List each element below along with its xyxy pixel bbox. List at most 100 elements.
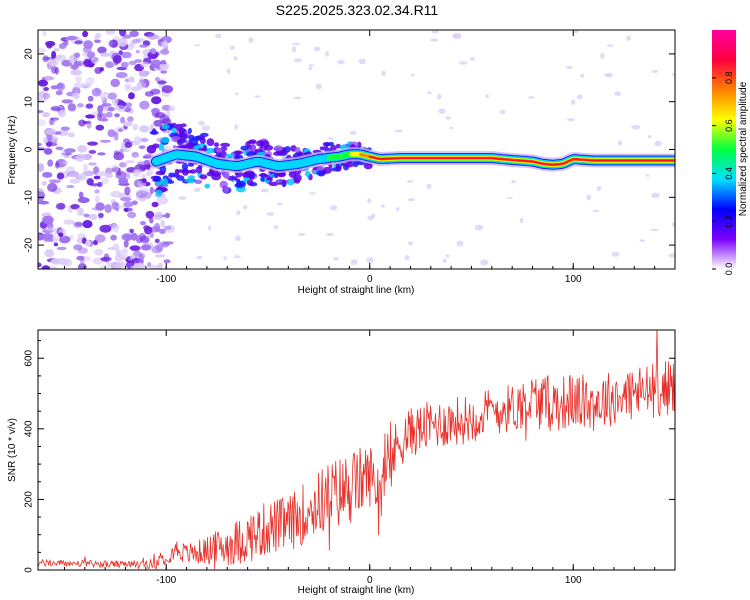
signal-blob <box>194 179 203 184</box>
faint-blob <box>407 198 415 202</box>
colorbar-tick-label: 0.4 <box>724 167 734 180</box>
noise-blob <box>86 120 92 129</box>
noise-blob <box>123 239 129 248</box>
signal-blob <box>325 142 331 147</box>
signal-blob <box>246 179 254 186</box>
signal-blob <box>220 142 231 148</box>
noise-blob <box>140 244 152 251</box>
colorbar-tick-label: 0.8 <box>724 72 734 85</box>
noise-blob <box>139 125 150 133</box>
noise-blob <box>77 173 87 181</box>
faint-blob <box>626 35 631 41</box>
signal-blob <box>175 123 183 131</box>
faint-blob <box>668 253 675 258</box>
noise-blob <box>116 205 127 209</box>
noise-blob <box>160 49 170 55</box>
noise-blob <box>155 243 164 252</box>
faint-blob <box>611 251 620 257</box>
y-tick-label: -10 <box>24 190 35 205</box>
faint-blob <box>599 53 605 59</box>
noise-blob <box>53 47 60 52</box>
signal-blob <box>179 129 185 137</box>
faint-blob <box>380 204 385 208</box>
faint-blob <box>606 44 614 47</box>
signal-blob <box>234 178 241 182</box>
noise-blob <box>124 82 132 92</box>
noise-blob <box>97 105 104 114</box>
signal-blob <box>189 169 197 174</box>
spectrogram-blobs <box>38 30 675 269</box>
noise-blob <box>82 220 93 229</box>
faint-blob <box>431 30 439 34</box>
faint-blob <box>639 239 646 243</box>
faint-blob <box>277 202 283 206</box>
noise-blob <box>151 96 162 105</box>
signal-blob <box>321 169 327 175</box>
noise-blob <box>81 153 93 160</box>
noise-blob <box>155 112 166 119</box>
noise-blob <box>42 171 53 178</box>
faint-blob <box>308 64 315 67</box>
faint-blob <box>631 124 641 130</box>
signal-blob <box>199 174 208 180</box>
noise-blob <box>132 38 141 44</box>
noise-blob <box>99 264 106 269</box>
noise-blob <box>97 152 106 156</box>
faint-blob <box>474 224 484 231</box>
noise-blob <box>111 201 119 211</box>
noise-blob <box>58 43 67 50</box>
faint-blob <box>235 92 239 96</box>
snr-plot-area <box>38 330 675 570</box>
noise-blob <box>104 204 112 213</box>
faint-blob <box>654 140 662 147</box>
spectrogram-xlabel: Height of straight line (km) <box>298 285 415 296</box>
noise-blob <box>49 179 62 184</box>
spectrogram-ylabel: Frequency (Hz) <box>7 116 18 185</box>
faint-blob <box>325 50 329 57</box>
noise-blob <box>67 132 75 138</box>
noise-blob <box>53 242 59 247</box>
y-tick-label: 600 <box>24 349 35 366</box>
noise-blob <box>78 191 84 199</box>
noise-blob <box>122 121 133 127</box>
y-tick-label: 0 <box>24 567 35 573</box>
noise-blob <box>55 146 64 151</box>
faint-blob <box>233 255 241 259</box>
signal-blob <box>305 170 311 177</box>
faint-blob <box>313 46 321 52</box>
faint-blob <box>229 45 235 50</box>
noise-blob <box>57 129 69 137</box>
signal-blob <box>176 169 187 173</box>
noise-blob <box>105 30 116 35</box>
faint-blob <box>456 240 464 247</box>
faint-blob <box>647 135 652 139</box>
noise-blob <box>43 87 49 91</box>
noise-blob <box>83 40 93 49</box>
signal-blob <box>256 140 265 147</box>
x-tick-label: 0 <box>367 575 373 586</box>
noise-blob <box>107 129 116 138</box>
signal-blob <box>195 166 203 174</box>
noise-blob <box>158 228 166 234</box>
noise-blob <box>149 186 154 195</box>
noise-blob <box>130 265 140 269</box>
noise-blob <box>129 30 139 37</box>
faint-blob <box>485 94 490 99</box>
signal-blob <box>245 141 251 148</box>
signal-blob <box>286 178 295 186</box>
noise-blob <box>38 196 44 202</box>
signal-blob <box>233 150 244 155</box>
signal-blob <box>181 162 189 171</box>
noise-blob <box>74 40 83 45</box>
signal-blob <box>171 127 177 134</box>
noise-blob <box>38 234 43 241</box>
faint-blob <box>570 99 576 105</box>
noise-blob <box>132 200 138 206</box>
noise-blob <box>69 178 81 184</box>
spectrogram-plot-area <box>38 30 675 269</box>
signal-blob <box>294 147 301 153</box>
faint-blob <box>651 69 658 73</box>
